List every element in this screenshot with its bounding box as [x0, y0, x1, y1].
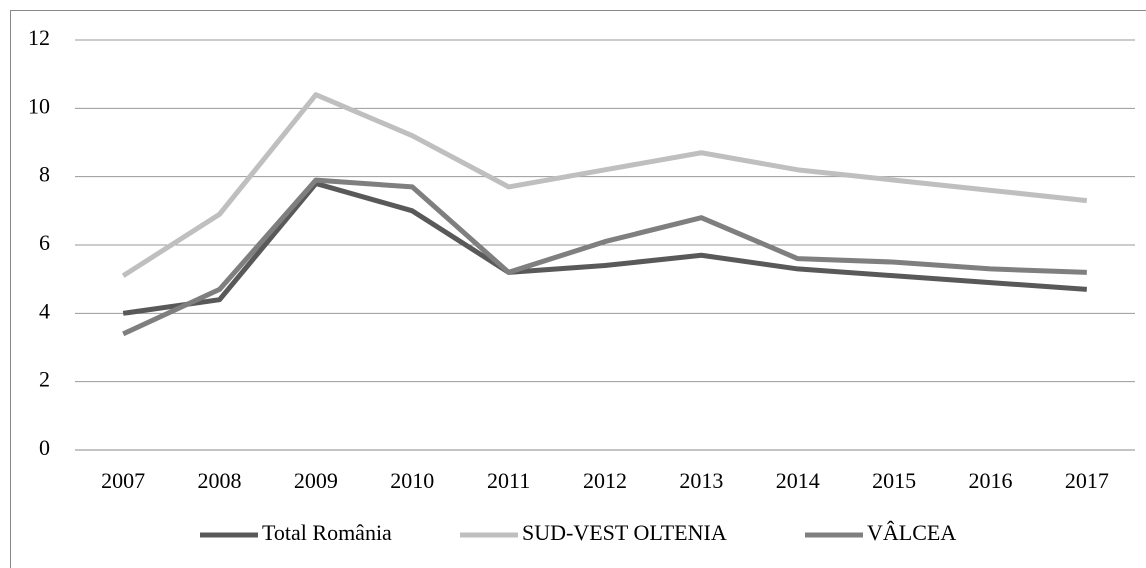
- y-tick-label: 8: [39, 162, 50, 187]
- series-line: [121, 92, 1088, 278]
- x-tick-label: 2013: [679, 468, 723, 493]
- legend-label: VÂLCEA: [867, 520, 956, 545]
- series-line: [122, 177, 1087, 337]
- x-tick-label: 2011: [487, 468, 530, 493]
- y-tick-label: 10: [28, 93, 50, 118]
- x-tick-label: 2008: [198, 468, 242, 493]
- y-tick-label: 0: [39, 435, 50, 460]
- legend-label: SUD-VEST OLTENIA: [522, 520, 727, 545]
- x-tick-label: 2016: [968, 468, 1012, 493]
- legend-label: Total România: [262, 520, 392, 545]
- chart-border: [10, 10, 1146, 568]
- x-tick-label: 2014: [776, 468, 820, 493]
- y-tick-label: 4: [39, 298, 50, 323]
- series-line: [122, 181, 1087, 316]
- y-tick-label: 12: [28, 25, 50, 50]
- y-tick-label: 6: [39, 230, 50, 255]
- y-tick-label: 2: [39, 367, 50, 392]
- x-tick-label: 2017: [1065, 468, 1109, 493]
- x-tick-label: 2015: [872, 468, 916, 493]
- x-tick-label: 2010: [390, 468, 434, 493]
- x-tick-label: 2012: [583, 468, 627, 493]
- x-tick-label: 2009: [294, 468, 338, 493]
- x-tick-label: 2007: [101, 468, 145, 493]
